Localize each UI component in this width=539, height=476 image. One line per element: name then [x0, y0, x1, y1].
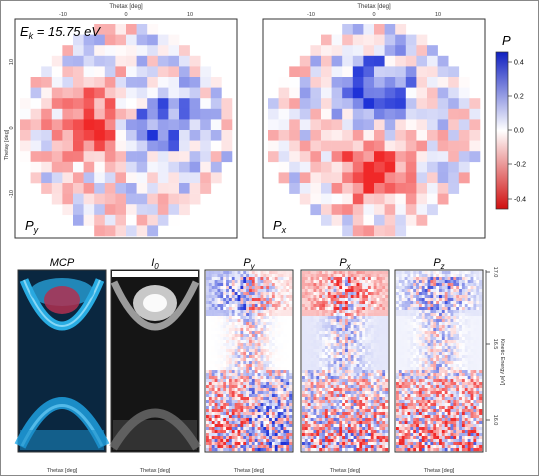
top-left-panel-label: Py	[25, 218, 39, 235]
bottom-title-i0: I0	[151, 257, 159, 271]
top-left-y-tick-3: -10	[9, 190, 15, 198]
colorbar-tick-label: -0.2	[514, 162, 526, 169]
bottom-pz-panel: Pz Thetax [deg]	[394, 257, 484, 474]
colorbar-tick-label: -0.4	[514, 197, 526, 204]
energy-axis-label: Kinetic Energy [eV]	[499, 339, 505, 386]
top-right-x-tick-3: 10	[435, 12, 441, 18]
top-left-panel-py: Thetax [deg] -10 0 10 Thetay [deg] 10 0 …	[4, 4, 238, 239]
energy-tick-3: 16.0	[492, 415, 498, 426]
top-left-x-tick-3: 10	[187, 12, 193, 18]
top-left-x-axis-label: Thetax [deg]	[109, 4, 143, 10]
top-right-x-tick-2: 0	[372, 12, 375, 18]
bottom-title-px: Px	[339, 257, 351, 271]
mcp-panel: MCP Thetax [deg]	[14, 257, 110, 474]
top-left-y-axis-label: Thetay [deg]	[4, 129, 10, 160]
top-right-x-tick-1: -10	[307, 12, 315, 18]
bottom-x-label-py: Thetax [deg]	[234, 468, 265, 474]
bottom-x-label-px: Thetax [deg]	[330, 468, 361, 474]
top-left-x-tick-1: -10	[59, 12, 67, 18]
colorbar-gradient	[495, 51, 509, 210]
bottom-title-mcp: MCP	[50, 257, 75, 269]
bottom-py-panel: Py Thetax [deg]	[204, 257, 294, 474]
energy-tick-1: 17.0	[492, 267, 498, 278]
kinetic-energy-axis: 17.0 16.5 16.0 Kinetic Energy [eV]	[485, 267, 505, 452]
colorbar-tick-label: 0.2	[514, 94, 524, 101]
bottom-x-label-mcp: Thetax [deg]	[47, 468, 78, 474]
energy-label: Ek = 15.75 eV	[20, 24, 101, 41]
top-right-panel-px: Thetax [deg] -10 0 10 Px	[262, 4, 486, 239]
top-right-x-axis-label: Thetax [deg]	[357, 4, 391, 10]
top-left-x-tick-2: 0	[124, 12, 127, 18]
bottom-x-label-pz: Thetax [deg]	[424, 468, 455, 474]
bottom-title-pz: Pz	[433, 257, 444, 271]
bottom-px-panel: Px Thetax [deg]	[300, 257, 390, 474]
colorbar-tick-label: 0.0	[514, 128, 524, 135]
colorbar: P 0.4 0.2 0.0 -0.2 -0.4	[495, 33, 526, 210]
top-left-y-tick-2: 0	[9, 126, 15, 129]
bottom-row: MCP Thetax [deg] I0 Thetax [deg] Py Thet…	[14, 257, 505, 474]
energy-tick-2: 16.5	[492, 339, 498, 350]
i0-panel: I0 Thetax [deg]	[109, 257, 201, 474]
colorbar-tick-label: 0.4	[514, 60, 524, 67]
colorbar-title: P	[502, 33, 511, 48]
top-right-panel-label: Px	[273, 218, 287, 235]
bottom-title-py: Py	[243, 257, 255, 271]
top-left-y-tick-1: 10	[9, 59, 15, 65]
bottom-x-label-i0: Thetax [deg]	[140, 468, 171, 474]
